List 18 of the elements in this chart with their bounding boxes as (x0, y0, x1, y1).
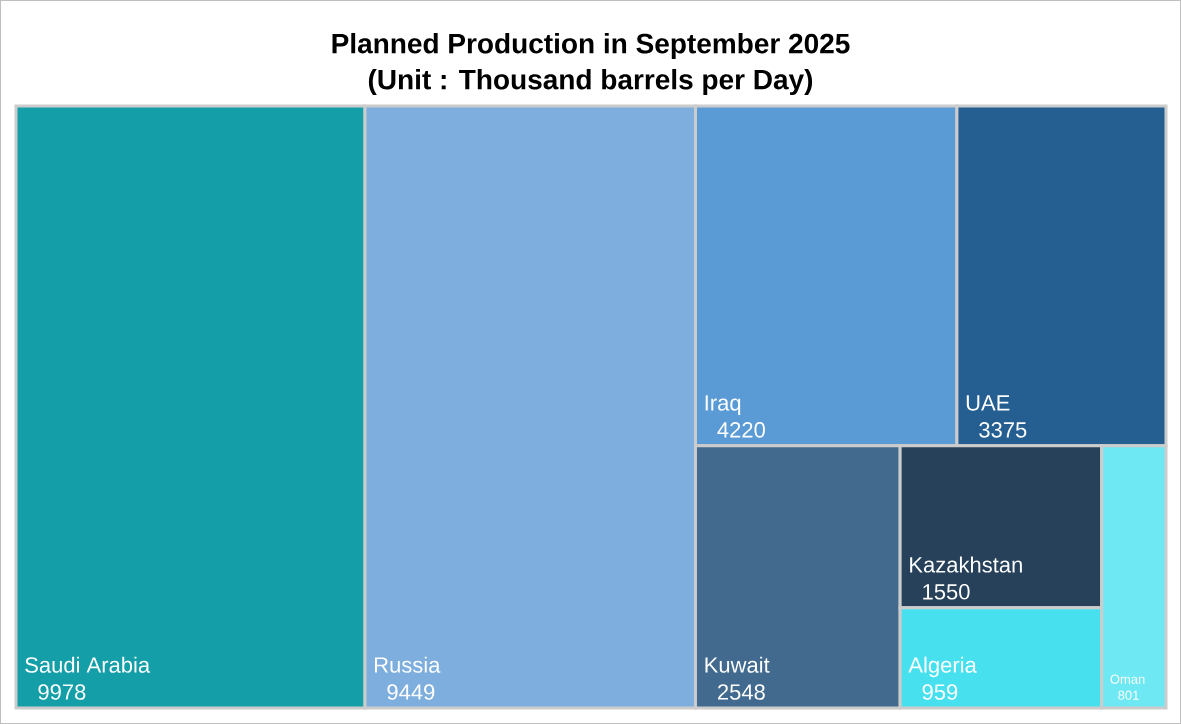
category-label: Oman (1110, 674, 1145, 684)
category-label: Iraq (705, 395, 741, 416)
category-label: Kazakhstan (910, 556, 1022, 573)
category-label: Russia (375, 656, 441, 673)
data-label: 801 (1118, 690, 1139, 700)
data-label: 9978 (38, 684, 86, 700)
category-label: Saudi Arabia (25, 656, 151, 673)
data-label: 3375 (979, 422, 1027, 438)
text: Planned Production in September 2025 (332, 32, 850, 60)
data-label: 4220 (717, 422, 765, 438)
category-label: Algeria (908, 656, 977, 678)
data-label: 959 (922, 684, 958, 700)
data-label: 1550 (923, 584, 970, 600)
category-label: UAE (966, 395, 1010, 411)
data-label: 2548 (717, 684, 765, 700)
text: (Unit : Thousand barrels per Day) (368, 68, 813, 96)
data-label: 9449 (387, 684, 435, 700)
category-label: Kuwait (705, 656, 770, 673)
